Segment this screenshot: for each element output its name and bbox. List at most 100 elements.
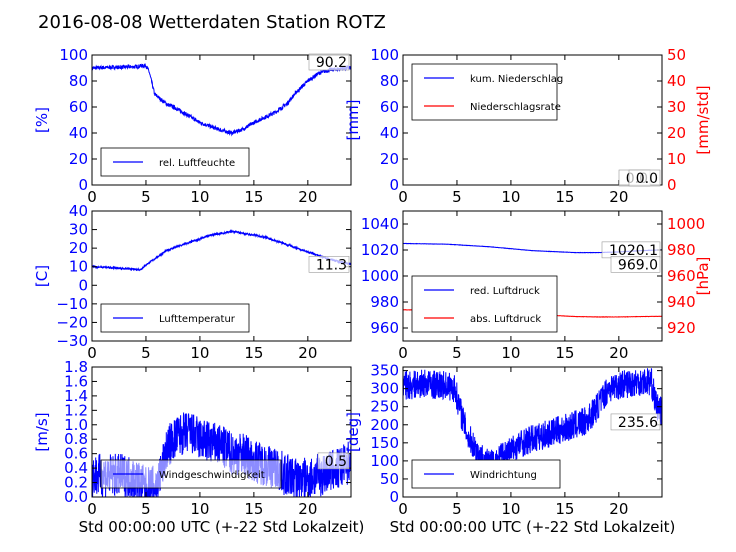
legend-box bbox=[411, 275, 558, 333]
y-tick-label: 80 bbox=[380, 72, 399, 90]
y-tick-label: 1020 bbox=[361, 241, 399, 259]
x-tick-label: 0 bbox=[87, 344, 97, 362]
legend: red. Luftdruck abs. Luftdruck bbox=[411, 275, 558, 333]
legend-label: red. Luftdruck bbox=[470, 286, 540, 297]
y-tick-label: 1.2 bbox=[64, 401, 88, 419]
y-tick-label: 50 bbox=[380, 470, 399, 488]
y-tick-label: 1.6 bbox=[64, 372, 88, 390]
x-tick-label: 10 bbox=[190, 344, 209, 362]
y-axis-label: [%] bbox=[33, 107, 51, 133]
x-tick-label: 15 bbox=[244, 344, 263, 362]
x-tick-label: 5 bbox=[452, 344, 462, 362]
x-tick-label: 20 bbox=[609, 188, 628, 206]
legend-label: kum. Niederschlag bbox=[470, 74, 563, 85]
last-value-label: 90.2 bbox=[316, 55, 347, 71]
x-tick-label: 5 bbox=[141, 344, 151, 362]
last-value-box bbox=[610, 255, 661, 273]
legend-label: Windrichtung bbox=[470, 470, 537, 481]
y-tick-label: 20 bbox=[380, 150, 399, 168]
y-tick-label: 60 bbox=[380, 98, 399, 116]
legend-box bbox=[411, 63, 558, 121]
y-right-tick-label: 1000 bbox=[667, 215, 705, 233]
panel-top-right: 0 5 10 15 20 0 20 40 60 80 100 0 10 20 30 40 50 [mm] [mm/s… bbox=[344, 46, 712, 206]
legend-label: rel. Luftfeuchte bbox=[159, 158, 235, 169]
y-right-tick-label: 20 bbox=[667, 124, 686, 142]
legend: kum. Niederschlag Niederschlagsrate bbox=[411, 63, 563, 121]
y-axis-label: [m/s] bbox=[33, 412, 51, 451]
y-tick-label: 0.2 bbox=[64, 474, 88, 492]
x-tick-label: 0 bbox=[398, 344, 408, 362]
y-tick-label: 60 bbox=[69, 98, 88, 116]
y-tick-label: 40 bbox=[380, 124, 399, 142]
panel-mid-right: 0 5 10 15 20 960 980 1000 1020 1040 920 940 960 980 10… bbox=[361, 210, 712, 362]
y-tick-label: 1000 bbox=[361, 267, 399, 285]
y-tick-label: 30 bbox=[69, 221, 88, 239]
y-tick-label: 1.0 bbox=[64, 416, 88, 434]
x-tick-label: 10 bbox=[501, 344, 520, 362]
series-line-1 bbox=[91, 412, 352, 498]
last-value-box bbox=[317, 452, 350, 470]
panel-top-left: 0 5 10 15 20 0 20 40 60 80 100 [%] rel. Luftfeuchte 9… bbox=[33, 46, 352, 206]
y-right-tick-label: 920 bbox=[667, 319, 696, 337]
y-tick-label: 1040 bbox=[361, 215, 399, 233]
y-right-tick-label: 940 bbox=[667, 293, 696, 311]
x-tick-label: 0 bbox=[87, 500, 97, 518]
y-tick-label: 0.6 bbox=[64, 445, 88, 463]
x-tick-label: 5 bbox=[452, 500, 462, 518]
x-tick-label: 15 bbox=[555, 188, 574, 206]
y-tick-label: −10 bbox=[56, 295, 88, 313]
legend: Windrichtung bbox=[411, 459, 561, 489]
legend-label: Lufttemperatur bbox=[159, 314, 236, 325]
figure-title: 2016-08-08 Wetterdaten Station ROTZ bbox=[38, 12, 386, 33]
last-value-label: 969.0 bbox=[618, 257, 658, 273]
plot-frame bbox=[91, 366, 352, 498]
x-tick-label: 15 bbox=[244, 188, 263, 206]
y-tick-label: 40 bbox=[69, 124, 88, 142]
x-axis-label: Std 00:00:00 UTC (+-22 Std Lokalzeit) bbox=[79, 518, 365, 536]
plot-frame bbox=[402, 54, 663, 186]
plot-frame bbox=[91, 210, 352, 342]
x-axis-label: Std 00:00:00 UTC (+-22 Std Lokalzeit) bbox=[390, 518, 676, 536]
y-tick-label: 100 bbox=[59, 46, 88, 64]
y-tick-label: −20 bbox=[56, 313, 88, 331]
y-right-tick-label: 40 bbox=[667, 72, 686, 90]
y-tick-label: 0.0 bbox=[64, 488, 88, 506]
y-tick-label: 100 bbox=[370, 452, 399, 470]
y-axis-label: [C] bbox=[33, 265, 51, 287]
last-value-label: 235.6 bbox=[618, 415, 658, 431]
y-tick-label: 0 bbox=[389, 176, 399, 194]
x-tick-label: 15 bbox=[555, 500, 574, 518]
y-tick-label: 20 bbox=[69, 239, 88, 257]
series-line-1 bbox=[91, 63, 352, 137]
legend-label: Windgeschwindigkeit bbox=[159, 470, 265, 481]
y-tick-label: 0 bbox=[78, 276, 88, 294]
y-right-tick-label: 30 bbox=[667, 98, 686, 116]
x-tick-label: 5 bbox=[452, 188, 462, 206]
y-tick-label: 1.4 bbox=[64, 387, 88, 405]
plot-frame bbox=[402, 366, 663, 498]
y-tick-label: 20 bbox=[69, 150, 88, 168]
y-axis-label: [deg] bbox=[344, 412, 362, 452]
series-line-1 bbox=[402, 368, 663, 476]
y-tick-label: 250 bbox=[370, 398, 399, 416]
x-tick-label: 10 bbox=[190, 500, 209, 518]
y-tick-label: 150 bbox=[370, 434, 399, 452]
last-value-label: 0.0 bbox=[636, 171, 658, 187]
x-tick-label: 5 bbox=[141, 500, 151, 518]
last-value-box bbox=[308, 53, 350, 71]
y-tick-label: 0.8 bbox=[64, 430, 88, 448]
y-tick-label: 1.8 bbox=[64, 358, 88, 376]
y-tick-label: 980 bbox=[370, 293, 399, 311]
x-tick-label: 20 bbox=[298, 188, 317, 206]
y-right-tick-label: 980 bbox=[667, 241, 696, 259]
panel-bottom-left: 0 5 10 15 20 0.00.20.40.60.81.01.21.41.61.8 [m… bbox=[33, 358, 364, 536]
y-tick-label: 300 bbox=[370, 380, 399, 398]
last-value-label: 11.3 bbox=[316, 257, 347, 273]
legend: Lufttemperatur bbox=[100, 303, 250, 333]
y-tick-label: 960 bbox=[370, 319, 399, 337]
y-right-tick-label: 10 bbox=[667, 150, 686, 168]
y-tick-label: 100 bbox=[370, 46, 399, 64]
y-tick-label: 0 bbox=[78, 176, 88, 194]
